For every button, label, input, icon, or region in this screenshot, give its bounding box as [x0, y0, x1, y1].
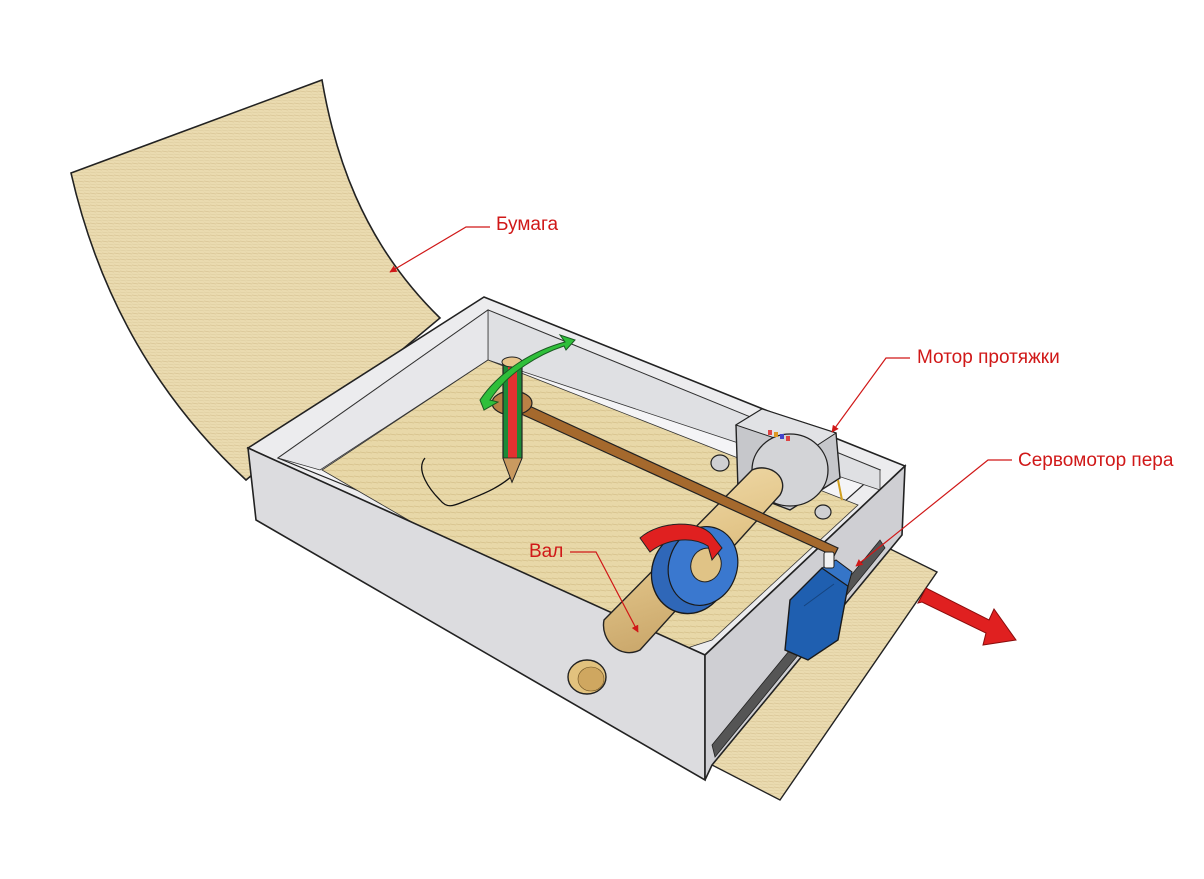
wheel-rotation-arrow [639, 523, 723, 562]
pencil [491, 356, 533, 484]
label-feed-motor: Мотор протяжки [917, 347, 1060, 368]
pen-servo [784, 551, 853, 661]
label-shaft: Вал [529, 541, 564, 562]
pencil-rotation-arrow [479, 334, 576, 411]
paper-sheet-curl [70, 78, 442, 482]
leader-feed-motor [831, 357, 910, 433]
label-paper: Бумага [496, 214, 559, 235]
leader-lines [389, 226, 1012, 633]
leader-pen-servo [855, 459, 1012, 567]
leader-paper [389, 226, 490, 273]
leader-shaft [570, 551, 639, 633]
drawn-line [421, 457, 515, 507]
paper-feed-arrow [917, 587, 1017, 646]
label-pen-servo: Сервомотор пера [1018, 450, 1174, 471]
